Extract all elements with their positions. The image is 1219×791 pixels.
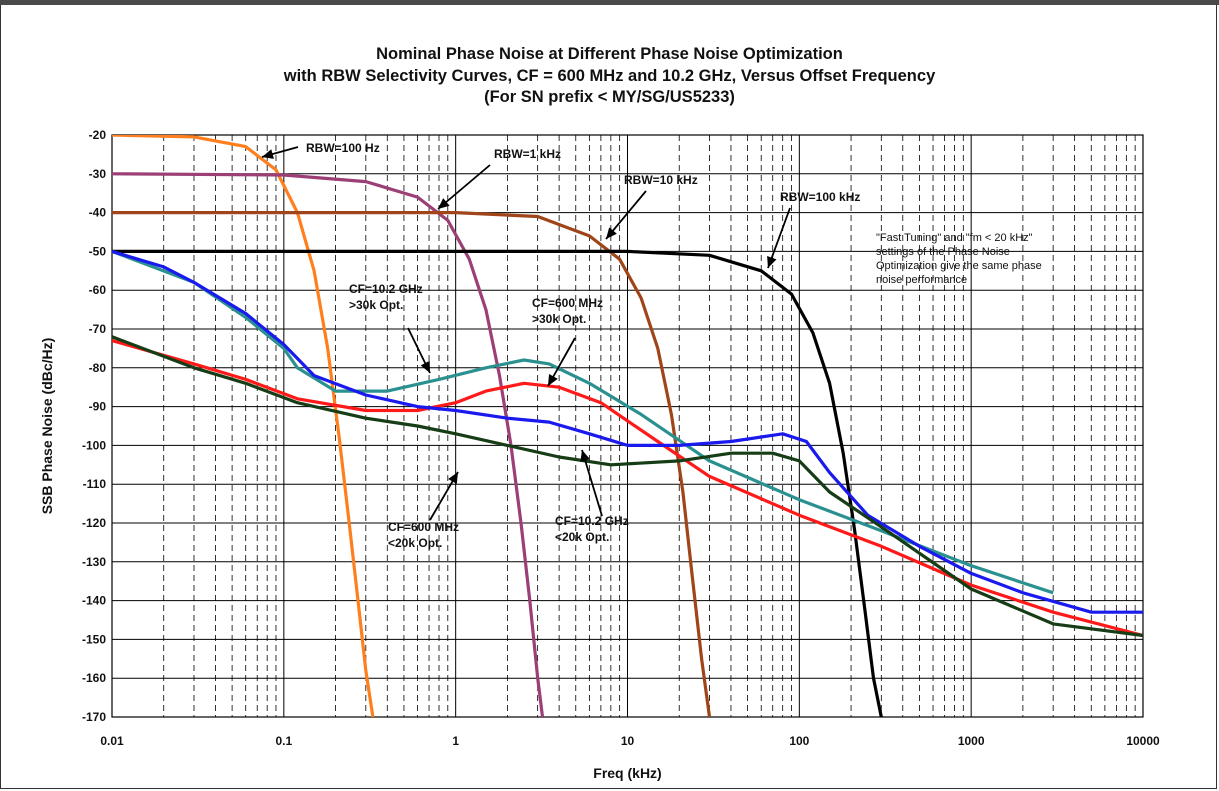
y-tick-label: -40 — [89, 206, 107, 220]
y-tick-label: -140 — [82, 594, 106, 608]
series-line-cf-600-mhz-30k-opt — [112, 339, 1143, 638]
x-tick-label: 10000 — [1126, 734, 1160, 748]
annotation-label: CF=600 MHz — [388, 520, 459, 534]
annotation-label: RBW=10 kHz — [624, 173, 698, 187]
series-line-rbw-100-khz — [112, 249, 883, 717]
series-line-cf-600-mhz-20k-opt — [112, 335, 1143, 638]
note-text: noise performance — [876, 274, 967, 286]
annotation-arrowhead — [767, 255, 777, 268]
x-axis-title: Freq (kHz) — [593, 765, 661, 781]
y-tick-label: -120 — [82, 516, 106, 530]
x-tick-label: 0.1 — [275, 734, 292, 748]
note-text: settings of the Phase Noise — [876, 246, 1010, 258]
image-frame — [0, 5, 1217, 789]
chart-title: Nominal Phase Noise at Different Phase N… — [0, 44, 1219, 109]
series-line-rbw-100-hz — [112, 135, 375, 717]
annotation-label: >30k Opt. — [349, 298, 403, 312]
annotation-arrow — [437, 164, 491, 210]
y-tick-label: -100 — [82, 438, 106, 452]
y-tick-label: -20 — [89, 128, 107, 142]
series-line-rbw-10-khz — [112, 211, 712, 717]
x-tick-label: 1000 — [958, 734, 985, 748]
annotation-arrowhead — [548, 373, 558, 386]
y-tick-label: -160 — [82, 671, 106, 685]
series-line-cf-10-2-ghz-30k-opt — [112, 249, 1054, 595]
window-top-bar — [0, 0, 1219, 5]
x-tick-label: 100 — [789, 734, 809, 748]
annotation-arrow — [581, 449, 603, 517]
annotation-label: CF=10.2 GHz — [349, 282, 423, 296]
y-tick-label: -70 — [89, 322, 107, 336]
annotation-arrowhead — [580, 450, 590, 462]
annotation-label: <20k Opt. — [388, 536, 442, 550]
chart-title-line-1: Nominal Phase Noise at Different Phase N… — [376, 45, 843, 63]
annotation-label: RBW=1 kHz — [494, 147, 561, 161]
y-tick-label: -110 — [83, 477, 107, 491]
y-tick-label: -80 — [89, 361, 107, 375]
annotation-arrowhead — [262, 149, 274, 159]
annotation-label: CF=600 MHz — [532, 296, 603, 310]
y-tick-label: -150 — [82, 632, 106, 646]
annotation-label: CF=10.2 GHz — [555, 514, 629, 528]
annotation-label: RBW=100 kHz — [780, 190, 860, 204]
y-tick-label: -30 — [89, 167, 107, 181]
y-tick-label: -50 — [89, 244, 107, 258]
annotation-label: <20k Opt. — [555, 530, 609, 544]
annotation-arrowhead — [420, 360, 430, 373]
y-tick-label: -60 — [89, 283, 107, 297]
annotation-arrowhead — [448, 472, 458, 485]
note-text: "Fast Tuning" and "fm < 20 kHz" — [876, 232, 1033, 244]
x-tick-label: 1 — [452, 734, 459, 748]
annotation-label: RBW=100 Hz — [306, 141, 380, 155]
chart-title-line-2: with RBW Selectivity Curves, CF = 600 MH… — [283, 66, 936, 85]
y-tick-label: -170 — [82, 710, 106, 724]
annotation-arrowhead — [606, 227, 617, 239]
annotation-arrowhead — [438, 198, 450, 209]
x-tick-label: 0.01 — [100, 734, 124, 748]
y-tick-label: -90 — [89, 400, 107, 414]
note-text: Optimization give the same phase — [876, 260, 1042, 272]
y-tick-label: -130 — [82, 555, 106, 569]
series-line-rbw-1-khz — [112, 172, 545, 717]
x-tick-label: 10 — [621, 734, 635, 748]
series-line-cf-10-2-ghz-20k-opt — [112, 249, 1143, 614]
y-axis-title: SSB Phase Noise (dBc/Hz) — [39, 338, 55, 515]
chart-title-line-3: (For SN prefix < MY/SG/US5233) — [484, 88, 735, 106]
annotation-label: >30k Opt. — [532, 312, 586, 326]
